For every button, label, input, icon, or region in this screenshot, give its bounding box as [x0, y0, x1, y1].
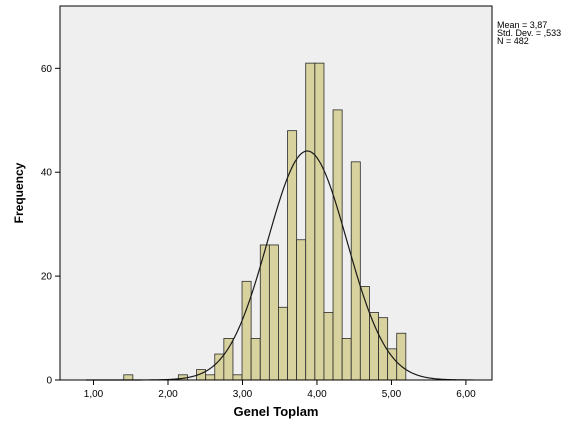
histogram-bar	[332, 109, 343, 381]
histogram-bar	[259, 244, 270, 381]
histogram-bar	[123, 374, 134, 381]
histogram-bar	[250, 338, 261, 381]
y-axis-title: Frequency	[12, 162, 26, 223]
histogram-bar	[278, 306, 288, 381]
x-axis-title: Genel Toplam	[234, 404, 319, 419]
histogram-bar	[341, 338, 352, 381]
histogram-bar	[323, 312, 334, 381]
histogram-bar	[205, 374, 216, 381]
histogram-bar	[241, 280, 252, 381]
x-tick-label: 3,00	[233, 389, 253, 400]
histogram-bar	[268, 244, 279, 381]
y-axis-ticks: 0 20 40 60	[41, 64, 60, 387]
histogram-bar	[296, 239, 307, 381]
histogram-bar	[396, 332, 407, 381]
y-tick-label: 40	[41, 168, 53, 179]
x-tick-label: 1,00	[84, 389, 104, 400]
stats-n-label: N = 482	[497, 36, 529, 46]
bars-layer	[123, 62, 407, 381]
histogram-bar	[232, 374, 243, 381]
histogram-bar	[223, 338, 234, 381]
y-tick-label: 60	[41, 64, 53, 75]
x-tick-label: 2,00	[158, 389, 178, 400]
histogram-bar	[314, 62, 325, 381]
histogram-bar	[369, 312, 379, 381]
histogram-bar	[214, 353, 225, 381]
x-tick-label: 5,00	[382, 389, 402, 400]
x-tick-label: 6,00	[456, 389, 476, 400]
stats-mean-label: Mean = 3,87	[497, 20, 547, 30]
x-axis-ticks: 1,00 2,00 3,00 4,00 5,00 6,00	[84, 380, 476, 400]
x-tick-label: 4,00	[307, 389, 327, 400]
y-tick-label: 0	[46, 376, 52, 387]
histogram-bar	[305, 62, 316, 381]
y-tick-label: 20	[41, 272, 53, 283]
stats-std-label: Std. Dev. = ,533	[497, 28, 561, 38]
